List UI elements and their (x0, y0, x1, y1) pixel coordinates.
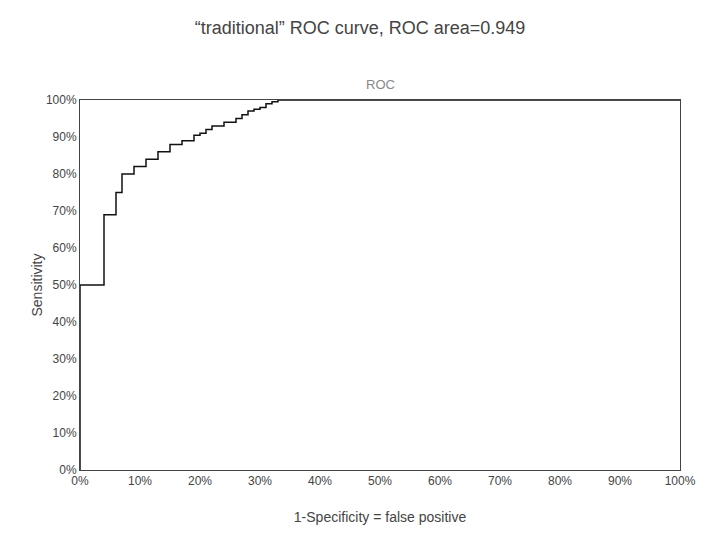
svg-text:60%: 60% (428, 474, 452, 488)
svg-text:0%: 0% (71, 474, 89, 488)
svg-text:60%: 60% (53, 241, 77, 255)
svg-text:80%: 80% (548, 474, 572, 488)
svg-text:50%: 50% (53, 278, 77, 292)
svg-text:1-Specificity = false positive: 1-Specificity = false positive (294, 509, 467, 525)
svg-text:40%: 40% (308, 474, 332, 488)
svg-text:ROC: ROC (366, 77, 395, 92)
svg-text:80%: 80% (53, 167, 77, 181)
svg-text:100%: 100% (46, 93, 77, 107)
svg-text:20%: 20% (188, 474, 212, 488)
svg-text:70%: 70% (53, 204, 77, 218)
svg-text:90%: 90% (53, 130, 77, 144)
svg-text:“traditional” ROC curve, ROC a: “traditional” ROC curve, ROC area=0.949 (195, 18, 526, 38)
svg-text:0%: 0% (59, 463, 77, 477)
svg-text:30%: 30% (248, 474, 272, 488)
svg-text:10%: 10% (128, 474, 152, 488)
svg-text:Sensitivity: Sensitivity (29, 253, 45, 316)
svg-text:30%: 30% (53, 352, 77, 366)
svg-text:90%: 90% (608, 474, 632, 488)
svg-text:70%: 70% (488, 474, 512, 488)
svg-text:50%: 50% (368, 474, 392, 488)
svg-text:20%: 20% (53, 389, 77, 403)
svg-text:40%: 40% (53, 315, 77, 329)
svg-text:100%: 100% (665, 474, 696, 488)
svg-text:10%: 10% (53, 426, 77, 440)
